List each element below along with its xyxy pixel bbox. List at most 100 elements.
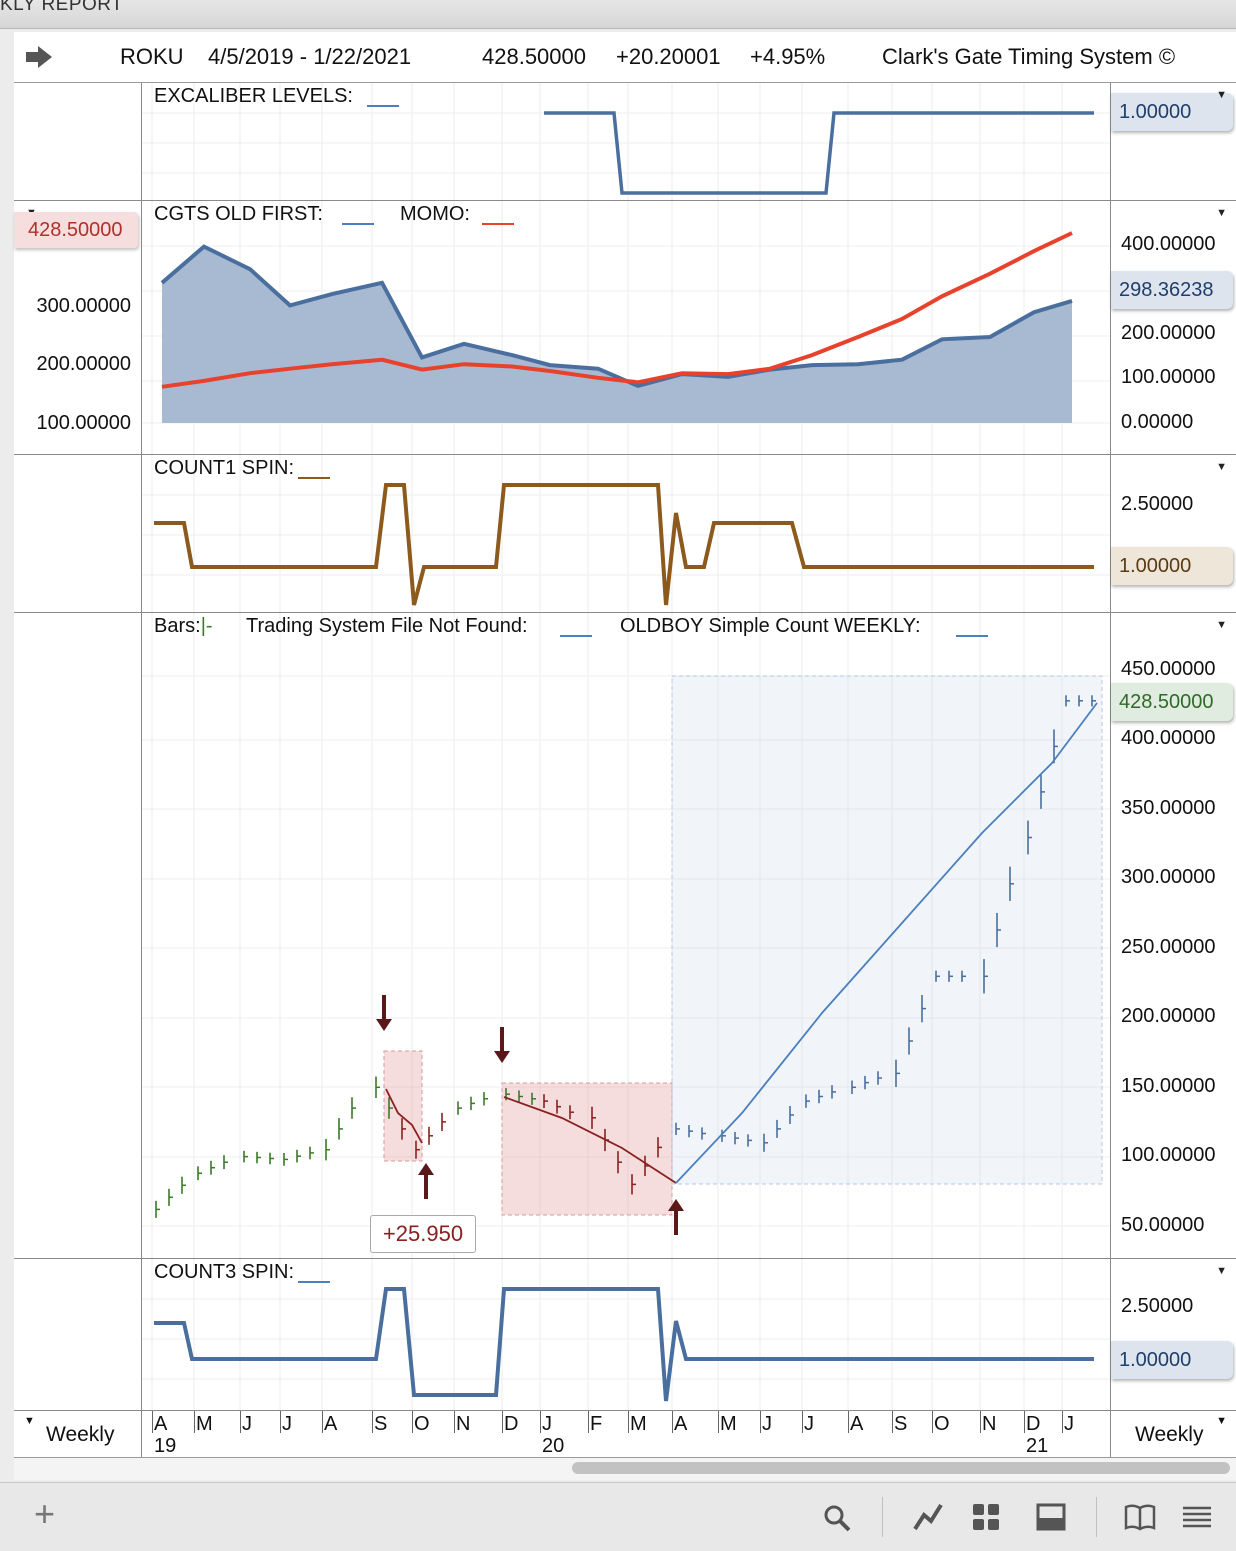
timeframe-label-right: Weekly xyxy=(1135,1423,1204,1446)
month-label: J xyxy=(1064,1413,1074,1435)
excaliber-svg xyxy=(142,83,1110,200)
month-tick xyxy=(540,1411,541,1433)
month-label: M xyxy=(196,1413,213,1435)
bars-right-tick: 450.00000 xyxy=(1121,658,1216,680)
month-label: D xyxy=(1026,1413,1041,1435)
month-label: M xyxy=(720,1413,737,1435)
chevron-down-icon[interactable]: ▼ xyxy=(1216,1265,1227,1277)
month-label: J xyxy=(242,1413,252,1435)
arrow-right-icon[interactable] xyxy=(24,44,54,70)
bars-title-mark: |- xyxy=(200,615,213,637)
cgts-area xyxy=(162,246,1072,423)
month-label: J xyxy=(542,1413,552,1435)
count1-panel[interactable]: COUNT1 SPIN: ▼ 2.50000 1.00000 xyxy=(14,455,1236,613)
trend-line xyxy=(675,702,1098,1184)
excaliber-plot[interactable]: EXCALIBER LEVELS: xyxy=(142,83,1110,200)
bars-plot[interactable]: Bars:|- Trading System File Not Found: O… xyxy=(142,613,1110,1258)
month-label: A xyxy=(154,1413,168,1435)
grid-layout-icon[interactable] xyxy=(972,1503,1000,1531)
year-label: 21 xyxy=(1026,1435,1049,1457)
time-axis[interactable]: ▼ Weekly A M J J A S O N D J F M A M J J A S O N D J 19 20 21 We… xyxy=(14,1411,1236,1458)
month-tick xyxy=(322,1411,323,1433)
count3-right-scale: ▼ 2.50000 1.00000 xyxy=(1110,1259,1236,1410)
count3-plot[interactable]: COUNT3 SPIN: xyxy=(142,1259,1110,1410)
month-tick xyxy=(194,1411,195,1433)
arrow-down-icon xyxy=(494,1027,510,1063)
horizontal-scrollbar[interactable] xyxy=(14,1458,1236,1480)
cgts-right-value-badge: 298.36238 xyxy=(1111,271,1233,309)
cgts-title: CGTS OLD FIRST: xyxy=(154,203,323,225)
month-tick xyxy=(848,1411,849,1433)
bars-right-tick: 300.00000 xyxy=(1121,866,1216,888)
cgts-right-tick: 200.00000 xyxy=(1121,322,1216,344)
excaliber-panel[interactable]: EXCALIBER LEVELS: 1.00000 ▼ xyxy=(14,83,1236,201)
search-icon[interactable] xyxy=(822,1503,852,1533)
bars-panel[interactable]: Bars:|- Trading System File Not Found: O… xyxy=(14,613,1236,1259)
month-tick xyxy=(760,1411,761,1433)
arrow-up-icon xyxy=(668,1199,684,1235)
count3-panel[interactable]: COUNT3 SPIN: ▼ 2.50000 1.00000 xyxy=(14,1259,1236,1411)
chevron-down-icon[interactable]: ▼ xyxy=(1216,207,1227,219)
month-label: O xyxy=(934,1413,950,1435)
system-name: Clark's Gate Timing System © xyxy=(882,44,1176,69)
count1-line xyxy=(154,483,1094,606)
cgts-plot[interactable]: CGTS OLD FIRST: MOMO: xyxy=(142,201,1110,454)
timeframe-selector-left[interactable]: ▼ Weekly xyxy=(14,1411,142,1457)
chevron-down-icon[interactable]: ▼ xyxy=(1216,461,1227,473)
last-price: 428.50000 xyxy=(482,44,586,69)
chevron-down-icon[interactable]: ▼ xyxy=(1216,1415,1227,1427)
count1-legend-swatch xyxy=(298,477,330,479)
month-tick xyxy=(980,1411,981,1433)
book-icon[interactable] xyxy=(1124,1503,1156,1531)
cgts-right-scale: ▼ 400.00000 298.36238 200.00000 100.0000… xyxy=(1110,201,1236,454)
month-label: N xyxy=(456,1413,471,1435)
year-label: 19 xyxy=(154,1435,177,1457)
month-label: F xyxy=(590,1413,603,1435)
month-tick xyxy=(1024,1411,1025,1433)
month-tick xyxy=(280,1411,281,1433)
timeframe-selector-right[interactable]: Weekly ▼ xyxy=(1110,1411,1236,1457)
add-icon[interactable]: + xyxy=(34,1493,56,1534)
month-tick xyxy=(152,1411,153,1433)
oldboy-title: OLDBOY Simple Count WEEKLY: xyxy=(620,615,921,637)
bars-right-scale: ▼ 450.00000 428.50000 400.00000 350.0000… xyxy=(1110,613,1236,1258)
window-title-bar: KLY REPORT xyxy=(0,0,1236,29)
trade-box xyxy=(671,675,1103,1185)
excaliber-right-scale: 1.00000 ▼ xyxy=(1110,83,1236,200)
month-label: S xyxy=(894,1413,908,1435)
trade-box xyxy=(501,1082,673,1216)
month-tick xyxy=(892,1411,893,1433)
count1-right-scale: ▼ 2.50000 1.00000 xyxy=(1110,455,1236,612)
bars-right-tick: 150.00000 xyxy=(1121,1075,1216,1097)
menu-icon[interactable] xyxy=(1182,1505,1212,1529)
month-tick xyxy=(672,1411,673,1433)
panel-layout-icon[interactable] xyxy=(1036,1503,1066,1531)
month-tick xyxy=(932,1411,933,1433)
count3-legend-swatch xyxy=(298,1281,330,1283)
month-tick xyxy=(412,1411,413,1433)
cgts-right-tick: 100.00000 xyxy=(1121,366,1216,388)
chevron-down-icon[interactable]: ▼ xyxy=(24,1415,35,1427)
month-label: J xyxy=(804,1413,814,1435)
chart-header: ROKU 4/5/2019 - 1/22/2021 428.50000 +20.… xyxy=(14,32,1236,83)
bars-title-label: Bars: xyxy=(154,615,201,637)
month-tick xyxy=(502,1411,503,1433)
cgts-right-tick: 0.00000 xyxy=(1121,411,1194,433)
month-label: J xyxy=(282,1413,292,1435)
month-label: J xyxy=(762,1413,772,1435)
count1-right-tick: 2.50000 xyxy=(1121,493,1194,515)
momo-legend-swatch xyxy=(482,223,514,225)
count1-left-scale xyxy=(14,455,142,612)
chevron-down-icon[interactable]: ▼ xyxy=(1216,619,1227,631)
bars-right-tick: 200.00000 xyxy=(1121,1005,1216,1027)
count1-plot[interactable]: COUNT1 SPIN: xyxy=(142,455,1110,612)
count1-svg xyxy=(142,455,1110,612)
scrollbar-thumb[interactable] xyxy=(572,1462,1230,1474)
cgts-panel[interactable]: ▼ 300.00000 200.00000 100.00000 428.5000… xyxy=(14,201,1236,455)
draw-line-icon[interactable] xyxy=(912,1501,944,1533)
month-label: N xyxy=(982,1413,997,1435)
window-title: KLY REPORT xyxy=(0,0,124,15)
chevron-down-icon[interactable]: ▼ xyxy=(1216,89,1227,101)
month-tick xyxy=(240,1411,241,1433)
momo-line xyxy=(161,231,1073,389)
